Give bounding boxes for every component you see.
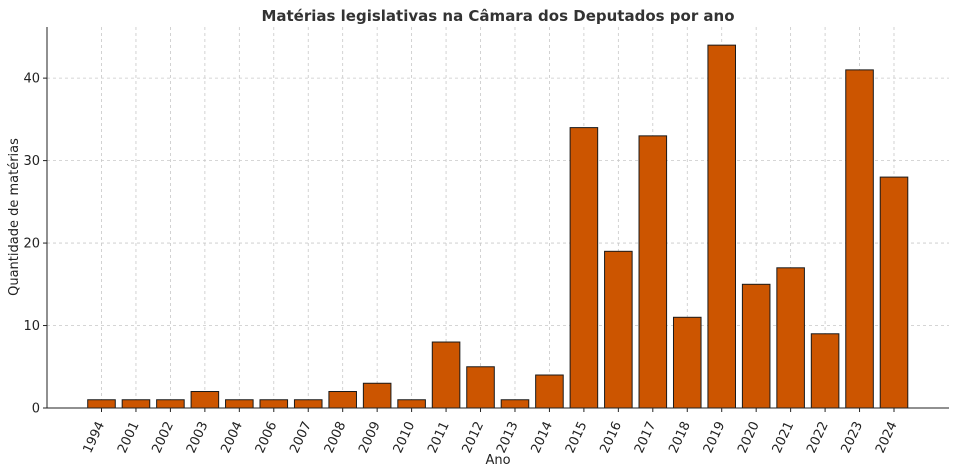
x-tick-label: 2022 <box>804 419 832 455</box>
x-tick-label: 2003 <box>184 419 212 455</box>
x-tick-label: 2004 <box>218 419 246 455</box>
bar-2013 <box>500 399 530 409</box>
bar-2024 <box>879 176 909 409</box>
x-tick-label: 1994 <box>81 419 109 455</box>
bar-2001 <box>121 399 151 409</box>
x-tick-label: 2023 <box>839 419 867 455</box>
bar-2023 <box>845 69 874 409</box>
bar-2007 <box>293 399 323 409</box>
bars <box>87 44 909 409</box>
bar-1994 <box>87 399 116 409</box>
bar-2018 <box>672 316 702 409</box>
x-tick-label: 2016 <box>597 419 625 455</box>
bar-2019 <box>707 44 736 409</box>
x-tick-label: 2010 <box>391 419 419 455</box>
bar-2006 <box>259 399 289 409</box>
x-tick-label: 2012 <box>460 419 488 455</box>
x-tick-label: 2008 <box>322 419 350 455</box>
bar-2016 <box>604 250 633 409</box>
x-tick-label: 2020 <box>735 419 763 455</box>
y-tick-label: 0 <box>32 402 40 417</box>
x-tick-label: 2007 <box>287 419 315 455</box>
x-tick-label: 2001 <box>115 419 143 455</box>
bar-2012 <box>466 366 495 409</box>
x-tick-label: 2009 <box>356 419 384 455</box>
x-tick-label: 2011 <box>425 419 453 455</box>
x-tick-label: 2002 <box>149 419 177 455</box>
x-tick-label: 2019 <box>701 419 729 455</box>
y-tick-label: 40 <box>23 72 40 87</box>
x-tick-label: 2006 <box>253 419 281 455</box>
x-axis-label: Ano <box>485 453 510 468</box>
x-tick-label: 2018 <box>666 419 694 455</box>
bar-2022 <box>810 333 840 409</box>
x-axis-ticks: 1994 2001 2002 2003 2004 2006 2007 2008 2009 2010… <box>81 408 901 456</box>
bar-2008 <box>328 391 357 409</box>
bar-2011 <box>431 341 461 409</box>
x-tick-label: 2015 <box>563 419 591 455</box>
bar-2002 <box>156 399 185 409</box>
bar-2021 <box>776 267 805 409</box>
y-tick-label: 10 <box>23 319 40 334</box>
x-tick-label: 2014 <box>528 419 556 455</box>
bar-2014 <box>535 374 564 409</box>
y-axis-ticks: 0 10 20 30 40 <box>23 72 47 417</box>
y-tick-label: 20 <box>23 237 40 252</box>
bar-2009 <box>362 382 392 409</box>
bar-2003 <box>190 391 220 409</box>
chart-title: Matérias legislativas na Câmara dos Depu… <box>261 7 734 25</box>
y-tick-label: 30 <box>23 154 40 169</box>
bar-2017 <box>638 135 668 409</box>
bar-2015 <box>569 127 599 409</box>
x-tick-label: 2017 <box>632 419 660 455</box>
bar-2004 <box>225 399 254 409</box>
y-axis-label: Quantidade de matérias <box>7 138 22 296</box>
x-tick-label: 2013 <box>494 419 522 455</box>
bar-2020 <box>741 283 771 409</box>
x-tick-label: 2021 <box>770 419 798 455</box>
bar-2010 <box>397 399 426 409</box>
x-tick-label: 2024 <box>873 419 901 455</box>
